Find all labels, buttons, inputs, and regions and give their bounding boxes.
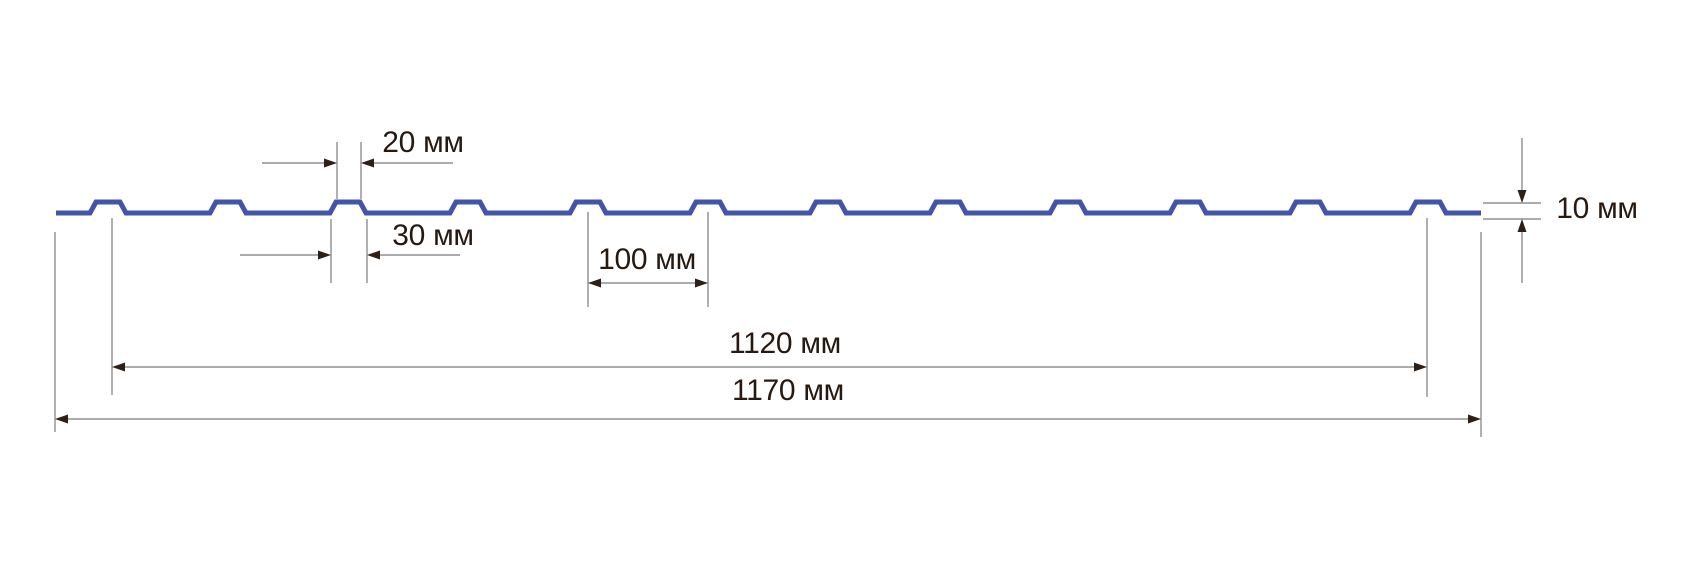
label-rib-pitch: 100 мм (598, 243, 696, 276)
arrow-left-icon (361, 158, 374, 168)
dim-rib-top-width (262, 142, 453, 199)
arrow-right-icon (1468, 414, 1481, 424)
dim-rib-base-width (240, 219, 460, 283)
arrow-left-icon (55, 414, 68, 424)
sheet-profile-outline (56, 199, 1481, 216)
dim-profile-height (1483, 138, 1541, 283)
arrow-left-icon (367, 250, 380, 260)
label-overall-width: 1170 мм (732, 374, 844, 407)
arrow-right-icon (318, 250, 331, 260)
arrow-left-icon (588, 278, 601, 288)
dim-rib-pitch (587, 212, 709, 307)
label-working-width: 1120 мм (729, 327, 841, 360)
label-profile-height: 10 мм (1556, 192, 1638, 225)
arrow-left-icon (112, 362, 125, 372)
label-rib-top-width: 20 мм (382, 126, 464, 159)
arrow-right-icon (1414, 362, 1427, 372)
arrow-down-icon (1517, 190, 1527, 203)
dim-working-width (111, 218, 1428, 397)
arrow-right-icon (695, 278, 708, 288)
dim-overall-width (54, 232, 1482, 437)
label-rib-base-width: 30 мм (392, 219, 474, 252)
arrow-right-icon (324, 158, 337, 168)
arrow-up-icon (1517, 219, 1527, 232)
